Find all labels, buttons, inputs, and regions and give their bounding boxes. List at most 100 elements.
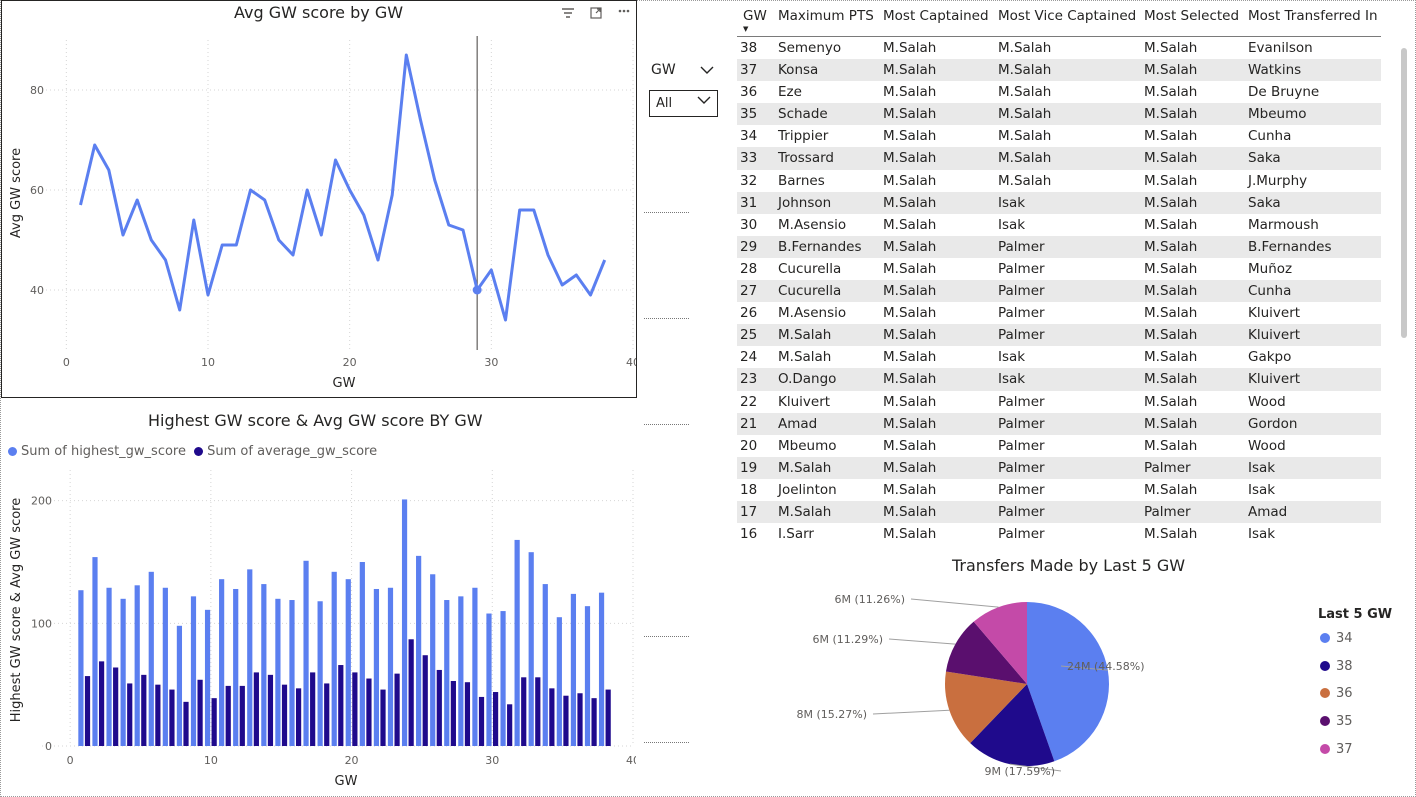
table-row[interactable]: 30 M.Asensio M.Salah Isak M.Salah Marmoush [737,214,1381,236]
table-cell: Eze [778,84,802,101]
column-header-gw[interactable]: GW [743,8,767,24]
table-cell: M.Salah [883,503,937,520]
pie-legend-item[interactable]: 37 [1320,742,1353,757]
table-row[interactable]: 20 Mbeumo M.Salah Palmer M.Salah Wood [737,435,1381,457]
divider-line [644,212,689,213]
x-tick-label: 10 [204,754,218,767]
table-cell: Palmer [1144,459,1191,476]
column-header-most-vice-captained[interactable]: Most Vice Captained [998,8,1137,24]
divider-line [644,636,689,637]
table-cell: M.Salah [883,437,937,454]
table-row[interactable]: 24 M.Salah M.Salah Isak M.Salah Gakpo [737,346,1381,368]
column-header-most-transferred-in[interactable]: Most Transferred In [1248,8,1378,24]
avg-score-bar [422,655,428,746]
focus-mode-icon[interactable] [589,6,603,24]
pie-slice [945,671,1027,744]
table-cell: J.Murphy [1248,172,1308,189]
bar-chart-plot[interactable]: 0 100 200 0 10 20 30 40 GW Highest GW score & Avg… [0,460,636,795]
highest-score-bar [233,588,239,746]
table-row[interactable]: 16 I.Sarr M.Salah Palmer M.Salah Isak [737,523,1381,545]
sort-descending-icon[interactable]: ▼ [743,25,749,33]
table-cell: M.Salah [998,150,1052,167]
avg-score-bar [211,698,217,746]
table-row[interactable]: 23 O.Dango M.Salah Isak M.Salah Kluivert [737,368,1381,391]
table-cell: Kluivert [1248,371,1301,388]
column-header-maximum-pts[interactable]: Maximum PTS [778,8,874,24]
pie-legend-item[interactable]: 35 [1320,714,1353,729]
table-row[interactable]: 21 Amad M.Salah Palmer M.Salah Gordon [737,412,1381,435]
pie-legend-item[interactable]: 38 [1320,659,1353,674]
x-axis-title: GW [335,774,358,789]
column-header-most-selected[interactable]: Most Selected [1144,8,1240,24]
table-scrollbar[interactable] [1401,48,1407,338]
avg-score-bar [366,678,372,746]
table-cell: M.Salah [1144,327,1198,344]
chevron-down-icon[interactable] [700,63,714,79]
filter-icon[interactable] [561,6,575,24]
table-cell: 28 [740,260,758,277]
legend-label: 36 [1336,686,1353,702]
line-chart-visual[interactable] [1,0,637,398]
table-cell: Palmer [998,238,1045,255]
table-cell: 19 [740,459,758,476]
pie-legend-item[interactable]: 34 [1320,631,1353,646]
table-cell: Palmer [998,415,1045,432]
avg-score-bar [450,680,456,746]
table-row[interactable]: 35 Schade M.Salah M.Salah M.Salah Mbeumo [737,103,1381,126]
avg-score-bar [267,674,274,746]
table-row[interactable]: 26 M.Asensio M.Salah Palmer M.Salah Kluivert [737,302,1381,324]
pie-chart-plot[interactable]: 24M (44.58%) 9M (17.59%) 8M (15.27%) 6M (11… [737,580,1307,795]
avg-score-bar [492,692,499,746]
gw-summary-table[interactable]: GW ▼ Maximum PTS Most Captained Most Vic… [737,0,1381,548]
table-row[interactable]: 31 Johnson M.Salah Isak M.Salah Saka [737,191,1381,214]
table-cell: 25 [740,327,758,344]
table-cell: M.Salah [1144,260,1198,277]
avg-score-bar [591,698,597,746]
line-chart-plot[interactable]: 40 60 80 0 10 20 30 40 GW Avg GW score [0,0,636,398]
table-cell: Palmer [998,260,1045,277]
line-chart-title: Avg GW score by GW [234,3,404,22]
legend-label: 37 [1336,741,1353,757]
table-row[interactable]: 33 Trossard M.Salah M.Salah M.Salah Saka [737,147,1381,170]
table-row[interactable]: 17 M.Salah M.Salah Palmer Palmer Amad [737,500,1381,524]
table-row[interactable]: 22 Kluivert M.Salah Palmer M.Salah Wood [737,391,1381,413]
table-row[interactable]: 28 Cucurella M.Salah Palmer M.Salah Muñoz [737,258,1381,280]
table-row[interactable]: 36 Eze M.Salah M.Salah M.Salah De Bruyne [737,81,1381,103]
x-tick-label: 40 [626,754,636,767]
divider-line [644,742,689,743]
table-row[interactable]: 34 Trippier M.Salah M.Salah M.Salah Cunha [737,125,1381,147]
table-row[interactable]: 38 Semenyo M.Salah M.Salah M.Salah Evanilson [737,37,1381,59]
table-cell: B.Fernandes [778,238,862,255]
highest-score-bar [401,499,408,746]
avg-score-bar [253,672,259,746]
table-row[interactable]: 29 B.Fernandes M.Salah Palmer M.Salah B.Ferna… [737,235,1381,258]
avg-score-bar [408,639,414,746]
table-cell: M.Salah [998,62,1052,79]
table-row[interactable]: 19 M.Salah M.Salah Palmer Palmer Isak [737,456,1381,479]
table-row[interactable]: 32 Barnes M.Salah M.Salah M.Salah J.Murphy [737,170,1381,192]
table-cell: Palmer [998,459,1045,476]
avg-score-bar [155,684,161,746]
data-label-leader [910,598,999,608]
highest-score-bar [416,555,422,746]
table-cell: Evanilson [1248,40,1313,56]
table-row[interactable]: 25 M.Salah M.Salah Palmer M.Salah Kluivert [737,324,1381,347]
more-options-icon[interactable] [617,4,631,22]
avg-score-bar [169,689,175,746]
divider-line [644,318,689,319]
avg-score-bar [464,682,471,746]
table-cell: Konsa [778,62,819,79]
legend-item-average[interactable]: Sum of average_gw_score [194,444,377,459]
table-row[interactable]: 18 Joelinton M.Salah Palmer M.Salah Isak [737,479,1381,501]
legend-item-highest[interactable]: Sum of highest_gw_score [8,444,186,459]
gw-slicer-dropdown[interactable]: All [649,90,718,117]
legend-label-average: Sum of average_gw_score [207,444,378,459]
table-row[interactable]: 27 Cucurella M.Salah Palmer M.Salah Cunha [737,280,1381,303]
pie-legend-item[interactable]: 36 [1320,686,1353,701]
table-row[interactable]: 37 Konsa M.Salah M.Salah M.Salah Watkins [737,59,1381,82]
table-cell: 23 [740,371,758,388]
highest-score-bar [289,600,295,746]
column-header-most-captained[interactable]: Most Captained [883,8,989,24]
table-cell: M.Asensio [778,216,847,233]
table-cell: Trossard [778,150,834,167]
